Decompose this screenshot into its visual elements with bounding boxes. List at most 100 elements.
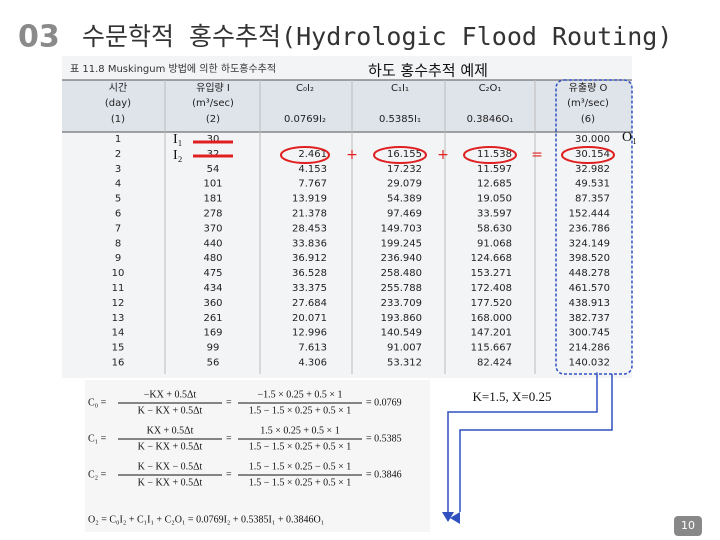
header-cell: (6) [581,114,595,125]
header-cell: (m³/sec) [567,98,609,109]
formula-lhs: C₁ = [88,433,107,444]
cell: 14 [112,328,125,339]
cell: 5 [115,194,121,205]
equation: O₂ = C₀I₂ + C₁I₁ + C₂O₁ = 0.0769I₂ + 0.5… [88,514,324,525]
formula-lhs: C₀ = [88,397,107,408]
cell: 214.286 [569,343,610,354]
header-cell: 0.5385I₁ [379,114,421,125]
header-cell: C₂O₁ [479,83,502,94]
annotation: I₂ [173,148,183,163]
numerator: 1.5 − 1.5 × 0.25 − 0.5 × 1 [249,461,352,472]
cell: 438.913 [569,298,610,309]
cell: 9 [115,253,121,264]
denominator: 1.5 − 1.5 × 0.25 + 0.5 × 1 [249,441,352,452]
cell: 7.613 [298,343,327,354]
cell: 30.154 [575,149,610,160]
cell: 324.149 [569,238,610,249]
highlight [280,146,330,164]
result: = 0.5385 [366,433,402,444]
numerator: K − KX − 0.5Δt [138,461,203,472]
operator: + [437,147,449,163]
cell: 97.469 [387,209,422,220]
cell: 115.667 [471,343,512,354]
header-cell: 0.0769I₂ [284,114,326,125]
page-number-bg [674,516,702,536]
cell: 13.919 [292,194,327,205]
annotation: O₁ [622,130,637,145]
cell: 49.531 [575,179,610,190]
cell: 13 [112,313,125,324]
result: = 0.0769 [366,397,402,408]
cell: 30.000 [575,134,610,145]
cell: 152.444 [569,209,610,220]
cell: 12.685 [477,179,512,190]
highlight [373,146,427,164]
cell: 382.737 [569,313,610,324]
cell: 30 [207,134,220,145]
parameters: K=1.5, X=0.25 [473,389,552,404]
cell: 255.788 [381,283,422,294]
denominator: K − KX + 0.5Δt [138,477,203,488]
cell: 56 [207,358,220,369]
cell: 10 [112,268,125,279]
cell: 181 [203,194,222,205]
header-cell: (m³/sec) [192,98,234,109]
denominator: 1.5 − 1.5 × 0.25 + 0.5 × 1 [249,405,352,416]
cell: 448.278 [569,268,610,279]
denominator: 1.5 − 1.5 × 0.25 + 0.5 × 1 [249,477,352,488]
cell: 36.912 [292,253,327,264]
cell: 36.528 [292,268,327,279]
equals: = [226,469,232,480]
cell: 6 [115,209,121,220]
cell: 33.375 [292,283,327,294]
section-number: 03 [18,20,60,55]
header-cell: (2) [206,114,220,125]
cell: 21.378 [292,209,327,220]
cell: 199.245 [381,238,422,249]
header-cell: 유출량 O [569,82,608,94]
result: = 0.3846 [366,469,402,480]
cell: 16 [112,358,125,369]
cell: 16.155 [387,149,422,160]
operator: = [531,147,543,163]
cell: 140.032 [569,358,610,369]
cell: 177.520 [471,298,512,309]
cell: 172.408 [471,283,512,294]
cell: 32 [207,149,220,160]
cell: 17.232 [387,164,422,175]
formula-box [85,380,430,532]
cell: 475 [203,268,222,279]
cell: 91.007 [387,343,422,354]
output-column-highlight [555,79,633,375]
operator: + [346,147,358,163]
cell: 2.461 [298,149,327,160]
cell: 233.709 [381,298,422,309]
cell: 82.424 [477,358,512,369]
cell: 12 [112,298,125,309]
cell: 101 [203,179,222,190]
cell: 33.597 [477,209,512,220]
cell: 168.000 [471,313,512,324]
header-cell: C₀I₂ [296,83,314,94]
table-header-bg [62,80,632,132]
numerator: −KX + 0.5Δt [144,389,197,400]
cell: 33.836 [292,238,327,249]
cell: 1 [115,134,121,145]
cell: 124.668 [471,253,512,264]
cell: 53.312 [387,358,422,369]
cell: 12.996 [292,328,327,339]
highlight [561,146,615,164]
cell: 11 [112,283,125,294]
cell: 149.703 [381,223,422,234]
cell: 278 [203,209,222,220]
header-cell: (1) [111,114,125,125]
subtitle: 하도 홍수추적 예제 [368,62,488,80]
cell: 4.153 [298,164,327,175]
cell: 360 [203,298,222,309]
denominator: K − KX + 0.5Δt [138,405,203,416]
cell: 20.071 [292,313,327,324]
cell: 4.306 [298,358,327,369]
header-cell: 유입량 I [196,81,230,94]
